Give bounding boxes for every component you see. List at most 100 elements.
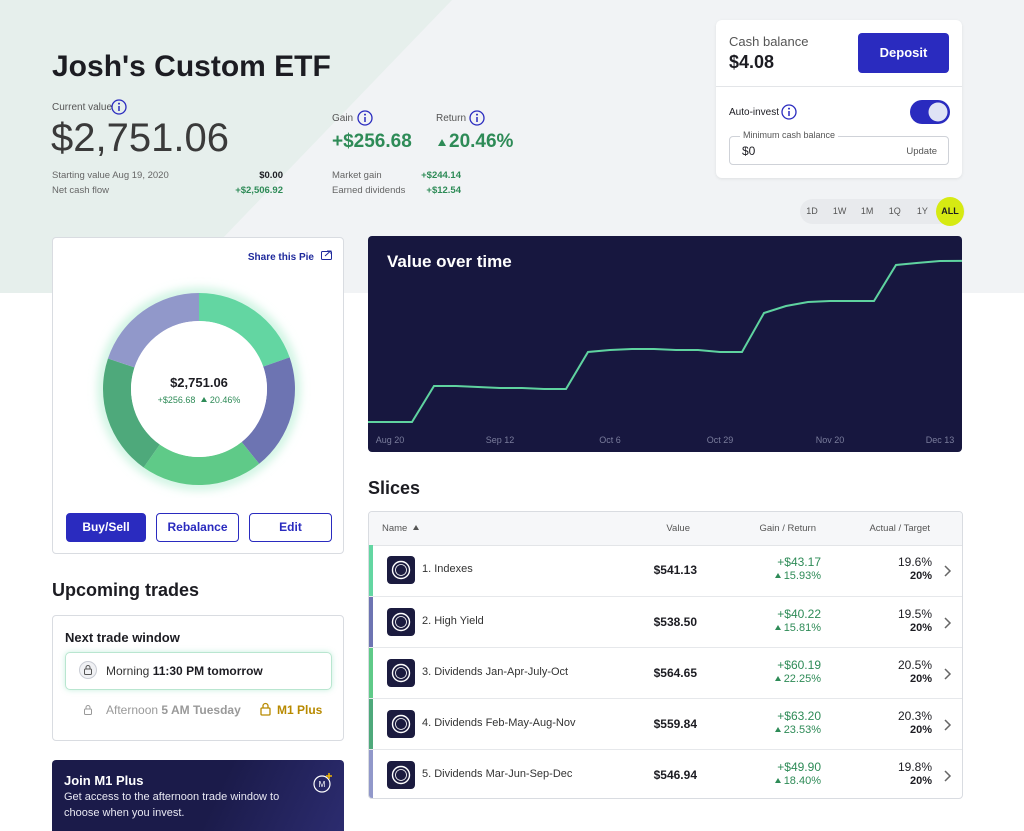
buy-sell-button[interactable]: Buy/Sell [66,513,146,542]
info-icon[interactable] [111,99,127,115]
slice-gain: +$40.22 [777,607,821,621]
slice-icon [387,556,415,584]
slice-value: $538.50 [653,615,697,629]
rebalance-button[interactable]: Rebalance [156,513,239,542]
chevron [942,667,952,681]
time: 5 AM Tuesday [161,703,241,717]
join-card[interactable]: Join M1 Plus Get access to the afternoon… [52,760,344,831]
donut-slice [143,441,260,486]
current-value: $2,751.06 [51,116,229,160]
plus-icon: M [313,773,332,793]
range-button[interactable]: 1W [832,206,847,216]
table-row[interactable]: 1. Indexes $541.13 +$43.17 15.93% 19.6% 20% [369,545,962,596]
morning-window[interactable] [65,652,332,690]
column-header: Actual / Target [869,523,930,534]
center-value: $2,751.06 [170,375,228,390]
label: Auto-invest [729,107,780,118]
join-text: Get access to the afternoon trade window… [64,791,280,819]
lock-icon [260,702,271,716]
chevron-glyph [944,668,952,680]
plus-label[interactable]: M1 Plus [277,703,323,717]
chart-title: Value over time [387,252,512,271]
range-button[interactable]: 1D [806,206,818,216]
slice-value: $564.65 [653,666,697,680]
column-header[interactable]: Name [382,523,422,534]
input-value: $0 [742,144,756,158]
slice-icon-glyph [391,612,411,632]
input-box[interactable] [729,136,949,165]
slice-target: 20% [909,570,932,582]
x-tick-label: Dec 13 [926,435,955,445]
slice-return: 15.93% [774,570,821,582]
color-strip [369,545,373,596]
info-icon[interactable] [357,110,373,126]
up-arrow [438,139,446,146]
label: Starting value Aug 19, 2020 [52,170,169,181]
gain: +$256.68 [157,395,196,405]
lock-icon [79,661,97,679]
slice-name: 4. Dividends Feb-May-Aug-Nov [422,717,576,729]
label: Morning [106,664,150,678]
cash-balance: $4.08 [729,52,775,72]
lock-icon [84,705,92,715]
color-strip [369,750,373,798]
slice-icon [387,659,415,687]
info-icon[interactable] [781,104,797,120]
x-tick-label: Sep 12 [486,435,515,445]
chevron-glyph [944,565,952,577]
range-button[interactable]: ALL [936,197,964,226]
label: Current value [52,102,113,113]
slice-icon-glyph [391,765,411,785]
label: Gain [332,113,354,124]
label: Net cash flow [52,185,110,196]
slice-target: 20% [909,724,932,736]
value: +$244.14 [421,170,461,181]
slice-name: 2. High Yield [422,615,484,627]
table-row[interactable]: 4. Dividends Feb-May-Aug-Nov $559.84 +$63.… [369,698,962,750]
deposit-button[interactable]: Deposit [858,33,949,73]
label: Afternoon [106,703,159,717]
return: 20.46% [438,131,513,153]
svg-text:M: M [319,780,326,789]
up-arrow [774,676,781,681]
table-row[interactable]: 3. Dividends Jan-Apr-July-Oct $564.65 +$60… [369,647,962,699]
range-button[interactable]: 1M [860,206,874,216]
divider [716,86,962,87]
value-chart: Value over time Aug 20 Sep 12 Oct 6 Oct 29 N… [368,236,962,452]
donut-slice [241,357,295,464]
update-button[interactable]: Update [906,146,937,157]
chevron [942,718,952,732]
column-header: Value [666,523,690,534]
return-value: 18.40% [783,775,821,787]
range-button[interactable]: 1Q [888,206,901,216]
toggle[interactable] [910,100,950,124]
up-arrow [774,573,781,578]
info-icon[interactable] [469,110,485,126]
cash-panel: Cash balance $4.08 Deposit Auto-invest M… [716,20,962,178]
input-label: Minimum cash balance [740,130,839,140]
color-strip [369,648,373,699]
share-link[interactable]: Share this Pie [247,252,314,263]
edit-button[interactable]: Edit [249,513,332,542]
up-arrow [774,727,781,732]
share-icon [321,250,332,260]
x-tick-label: Aug 20 [376,435,405,445]
slice-return: 22.25% [774,673,821,685]
slice-name: 3. Dividends Jan-Apr-July-Oct [422,666,569,678]
table-row[interactable]: 2. High Yield $538.50 +$40.22 15.81% 19.5% 20… [369,596,962,648]
table-row[interactable]: 5. Dividends Mar-Jun-Sep-Dec $546.94 +$49.… [369,749,962,798]
return-value: 20.46% [449,131,514,152]
return: 20.46% [209,395,241,405]
chevron-glyph [944,719,952,731]
table-header [369,512,962,546]
donut-chart [99,289,299,489]
donut-slice [102,358,160,468]
value: +$12.54 [426,185,461,196]
return-value: 23.53% [783,724,821,736]
chevron [942,616,952,630]
slice-gain: +$43.17 [777,555,821,569]
range-button[interactable]: 1Y [916,206,928,216]
morning-row: Morning 11:30 PM tomorrow [106,664,263,678]
slice-actual: 19.6% [897,555,932,569]
slice-target: 20% [909,673,932,685]
